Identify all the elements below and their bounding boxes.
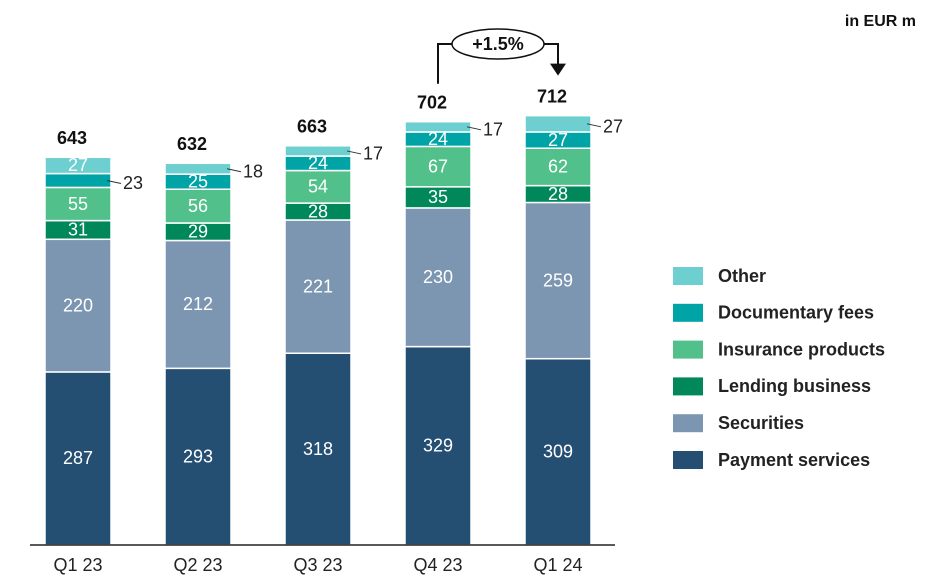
legend-label: Insurance products [718, 339, 885, 359]
value-label: 329 [423, 436, 453, 456]
legend-swatch [673, 303, 703, 322]
arrow-head [550, 63, 566, 76]
bar-segment [164, 188, 232, 224]
value-label: 24 [308, 153, 328, 173]
value-label: 54 [308, 177, 328, 197]
value-label: 35 [428, 187, 448, 207]
bar-segment [404, 207, 472, 348]
legend-swatch [673, 377, 703, 396]
value-label: 28 [548, 184, 568, 204]
value-label: 27 [603, 117, 623, 137]
value-label: 293 [183, 446, 213, 466]
legend-label: Securities [718, 413, 804, 433]
total-label: 702 [417, 92, 447, 112]
value-label: 309 [543, 442, 573, 462]
legend-label: Documentary fees [718, 303, 874, 323]
bar-segment [524, 114, 592, 133]
bar-segment [44, 156, 112, 175]
value-label: 318 [303, 439, 333, 459]
annotation-text: +1.5% [472, 34, 524, 54]
leader-line [586, 123, 602, 128]
annotation-bubble [451, 28, 545, 60]
value-label: 27 [548, 130, 568, 150]
value-label: 17 [363, 144, 383, 164]
total-label: 712 [537, 86, 567, 106]
value-label: 55 [68, 194, 88, 214]
value-label: 28 [308, 201, 328, 221]
x-tick-label: Q2 23 [173, 555, 222, 575]
value-label: 287 [63, 448, 93, 468]
leader-line [226, 168, 242, 173]
x-tick-label: Q3 23 [293, 555, 342, 575]
value-label: 212 [183, 294, 213, 314]
unit-label: in EUR m [845, 13, 916, 30]
bar-segment [404, 145, 472, 188]
bar-segment [524, 357, 592, 546]
bar-segment [284, 219, 352, 354]
value-label: 220 [63, 295, 93, 315]
value-label: 23 [123, 173, 143, 193]
total-label: 643 [57, 128, 87, 148]
value-label: 24 [428, 129, 448, 149]
bar-segment [44, 238, 112, 373]
value-label: 230 [423, 267, 453, 287]
legend-swatch [673, 451, 703, 469]
total-label: 663 [297, 117, 327, 137]
bar-segment [164, 162, 232, 175]
bar-segment [284, 169, 352, 204]
bar-segment [284, 145, 352, 157]
value-label: 67 [428, 156, 448, 176]
x-tick-label: Q1 23 [53, 555, 102, 575]
legend-label: Lending business [718, 376, 871, 396]
bar-segment [44, 172, 112, 189]
legend-swatch [673, 340, 703, 359]
bar-segment [404, 120, 472, 133]
leader-line [346, 150, 362, 155]
x-tick-label: Q1 24 [533, 555, 582, 575]
bar-segment [164, 239, 232, 370]
x-tick-label: Q4 23 [413, 555, 462, 575]
bar-segment [404, 345, 472, 546]
value-label: 27 [68, 155, 88, 175]
total-label: 632 [177, 134, 207, 154]
bar-segment [44, 371, 112, 546]
value-label: 259 [543, 270, 573, 290]
bar-segment [164, 367, 232, 546]
legend-swatch [673, 414, 703, 433]
value-label: 221 [303, 276, 333, 296]
leader-line [106, 179, 122, 184]
bar-segment [44, 186, 112, 222]
value-label: 62 [548, 157, 568, 177]
legend-label: Payment services [718, 450, 870, 470]
leader-line [466, 126, 482, 131]
bar-segment [524, 201, 592, 360]
legend-swatch [673, 267, 703, 285]
value-label: 25 [188, 171, 208, 191]
value-label: 18 [243, 161, 263, 181]
value-label: 17 [483, 120, 503, 140]
value-label: 56 [188, 196, 208, 216]
value-label: 29 [188, 221, 208, 241]
legend-label: Other [718, 266, 766, 286]
value-label: 31 [68, 220, 88, 240]
